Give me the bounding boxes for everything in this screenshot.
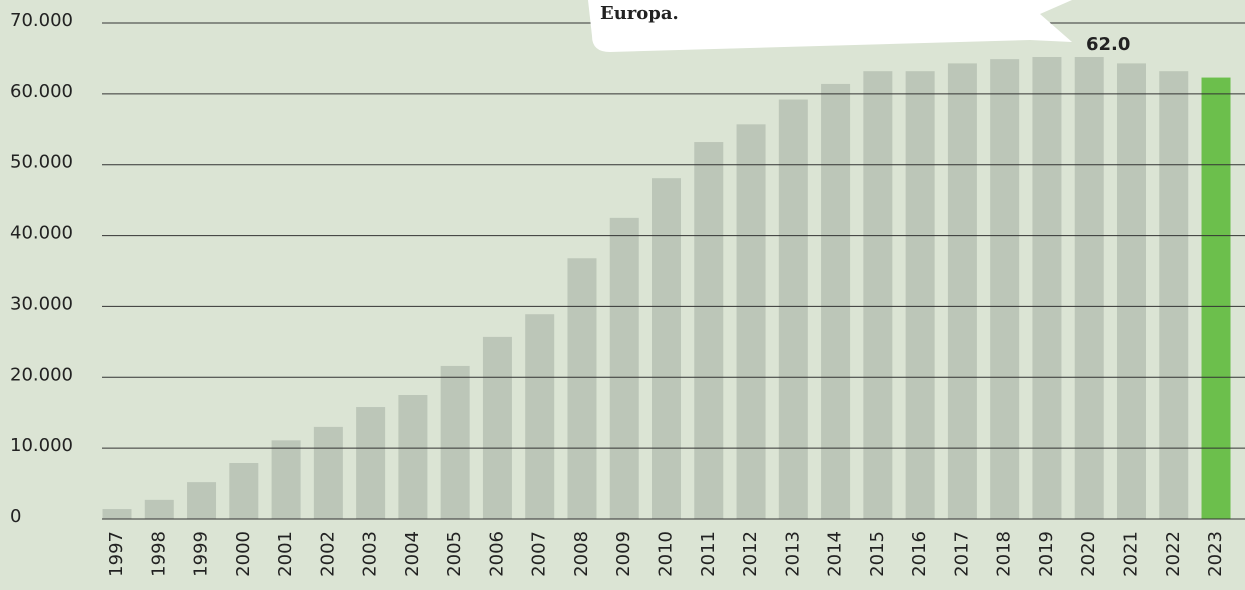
x-tick-label: 2014 <box>825 531 846 577</box>
bar <box>736 124 766 519</box>
bar <box>187 482 217 519</box>
bar <box>313 426 343 519</box>
bar <box>1032 57 1062 520</box>
y-tick-label: 40.000 <box>10 223 73 244</box>
bar <box>144 499 174 519</box>
bar <box>821 83 851 520</box>
bar <box>525 314 555 519</box>
bar <box>652 178 682 520</box>
bar <box>905 71 935 519</box>
x-tick-label: 2023 <box>1205 531 1226 577</box>
bar <box>567 258 597 519</box>
bar <box>482 336 512 519</box>
y-tick-label: 70.000 <box>10 10 73 31</box>
bar <box>1159 71 1189 519</box>
x-tick-label: 2003 <box>360 531 381 577</box>
x-tick-label: 2019 <box>1036 531 1057 577</box>
x-tick-label: 2021 <box>1120 531 1141 577</box>
annotation: Europa. <box>600 3 679 24</box>
x-tick-label: 2001 <box>275 531 296 577</box>
y-tick-label: 0 <box>10 506 21 527</box>
y-tick-label: 20.000 <box>10 364 73 385</box>
x-tick-label: 2008 <box>571 531 592 577</box>
x-tick-label: 2020 <box>1078 531 1099 577</box>
y-tick-label: 50.000 <box>10 152 73 173</box>
x-tick-label: 1998 <box>148 531 169 577</box>
x-tick-label: 2017 <box>951 531 972 577</box>
bar <box>778 99 808 520</box>
bar <box>229 463 259 519</box>
x-tick-label: 2002 <box>317 531 338 577</box>
y-tick-label: 30.000 <box>10 293 73 314</box>
x-tick-label: 2004 <box>402 531 423 577</box>
bar <box>440 365 470 519</box>
bar <box>990 59 1020 519</box>
x-tick-label: 2010 <box>656 531 677 577</box>
x-tick-label: 1999 <box>191 531 212 577</box>
bar <box>694 142 724 520</box>
x-tick-label: 2022 <box>1163 531 1184 577</box>
annotation: 62.0 <box>1086 34 1130 55</box>
x-tick-label: 2015 <box>867 531 888 577</box>
speech-bubble <box>588 0 1072 52</box>
bar <box>271 440 301 519</box>
bar <box>398 395 428 519</box>
bar <box>1201 77 1231 519</box>
x-tick-label: 1997 <box>106 531 127 577</box>
x-tick-label: 2009 <box>613 531 634 577</box>
x-tick-label: 2006 <box>486 531 507 577</box>
x-tick-label: 2000 <box>233 531 254 577</box>
x-tick-label: 2016 <box>909 531 930 577</box>
bar <box>102 509 132 519</box>
x-tick-label: 2005 <box>444 531 465 577</box>
x-tick-label: 2018 <box>994 531 1015 577</box>
bar <box>356 407 386 519</box>
bar <box>609 217 639 519</box>
bar <box>863 71 893 519</box>
bar <box>947 63 977 519</box>
x-tick-label: 2012 <box>740 531 761 577</box>
y-tick-label: 10.000 <box>10 435 73 456</box>
x-tick-label: 2011 <box>698 531 719 577</box>
y-tick-label: 60.000 <box>10 81 73 102</box>
x-tick-label: 2007 <box>529 531 550 577</box>
bar <box>1116 63 1146 519</box>
x-tick-label: 2013 <box>782 531 803 577</box>
bar <box>1074 57 1104 520</box>
